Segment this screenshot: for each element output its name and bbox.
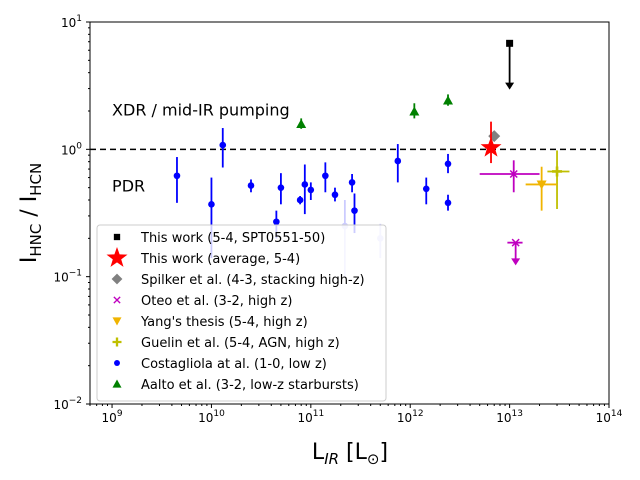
series-5-point-1-limit-arrowhead (511, 258, 521, 266)
legend-marker-0 (113, 233, 121, 241)
series-0-point-2 (443, 95, 454, 105)
series-1-point-3 (247, 182, 255, 189)
series-0-point-1 (409, 106, 420, 116)
series-4 (525, 166, 558, 211)
legend-label-7: Aalto et al. (3-2, low-z starbursts) (141, 378, 359, 393)
series-1 (173, 128, 452, 259)
series-1-point-0 (173, 172, 181, 180)
x-tick-label-0: 109 (102, 409, 123, 425)
legend-marker-4 (112, 317, 122, 326)
legend-label-1: This work (average, 5-4) (140, 252, 300, 267)
series-1-point-15 (444, 160, 452, 168)
x-label-main: L (312, 440, 325, 465)
legend-marker-3 (113, 296, 121, 304)
series-1-point-13 (394, 157, 402, 165)
legend-label-5: Guelin et al. (5-4, AGN, high z) (141, 336, 340, 351)
series-4-point-0 (536, 180, 547, 190)
series-8-point-0-limit-arrowhead (505, 82, 515, 90)
series-8-point-0 (506, 39, 514, 47)
legend: This work (5-4, SPT0551-50) This work (av… (96, 224, 387, 402)
y-tick-label-2: 100 (61, 141, 82, 157)
series-5-point-1 (511, 238, 520, 247)
series-5 (479, 160, 540, 266)
series-7 (480, 121, 502, 164)
legend-marker-5 (112, 337, 122, 347)
y-tick-label-0: 10−2 (53, 396, 82, 412)
y-tick-label-3: 101 (61, 14, 82, 30)
series-1-point-6 (296, 196, 304, 204)
legend-label-0: This work (5-4, SPT0551-50) (140, 231, 325, 246)
series-1-point-5 (277, 184, 285, 191)
y-axis-label: IHNC / IHCN (17, 163, 45, 263)
legend-marker-6 (114, 360, 120, 366)
x-tick-label-3: 1012 (397, 409, 424, 425)
legend-marker-1 (106, 247, 128, 267)
x-label-unit-sub: ⊙ (367, 450, 380, 468)
annotations-layer: XDR / mid-IR pumping PDR (112, 101, 290, 196)
x-tick-label-5: 1014 (596, 409, 623, 425)
series-1-point-10 (331, 191, 339, 199)
series-1-point-1 (208, 201, 215, 208)
x-label-unit-open: [L (339, 440, 368, 465)
series-1-point-9 (322, 172, 329, 180)
series-3-point-0 (552, 166, 563, 177)
series-1-point-12 (351, 207, 358, 214)
legend-label-3: Oteo et al. (3-2, high z) (141, 294, 292, 309)
legend-label-6: Costagliola at al. (1-0, low z) (141, 357, 327, 372)
legend-label-4: Yang's thesis (5-4, high z) (140, 315, 308, 330)
legend-label-2: Spilker et al. (4-3, stacking high-z) (141, 273, 365, 288)
y-label-sub-1: HNC (27, 224, 45, 257)
axis-ticks-layer: 109 1010 1011 1012 1013 1014 10−2 10−1 100 101 (53, 14, 622, 425)
plot-frame (89, 21, 610, 405)
series-1-point-2 (219, 141, 227, 149)
series-5-point-0 (509, 169, 518, 179)
series-1-point-16 (444, 199, 452, 207)
x-label-unit-close: ] (379, 440, 388, 465)
x-tick-label-2: 1011 (297, 409, 324, 425)
x-axis-label: LIR [L⊙] (312, 440, 388, 468)
legend-marker-7 (112, 379, 122, 388)
series-1-point-14 (422, 185, 430, 193)
series-3 (547, 150, 570, 209)
series-8 (505, 39, 515, 90)
data-layer (173, 39, 570, 277)
series-0 (296, 94, 454, 129)
y-tick-label-1: 10−1 (53, 269, 82, 285)
y-label-main-1: I (17, 257, 42, 264)
legend-box (96, 224, 387, 402)
y-label-sub-2: HCN (27, 163, 45, 196)
x-label-sub: IR (324, 450, 339, 468)
series-0-point-0 (296, 119, 307, 129)
legend-marker-2 (111, 273, 123, 285)
x-tick-label-4: 1013 (496, 409, 523, 425)
x-tick-label-1: 1010 (198, 409, 225, 425)
series-1-point-4 (273, 218, 280, 226)
series-1-point-11 (348, 179, 356, 186)
annotation-1: PDR (112, 176, 145, 195)
series-7-point-0 (480, 136, 502, 157)
annotation-0: XDR / mid-IR pumping (112, 101, 290, 120)
y-label-sep: / I (17, 196, 42, 224)
series-1-point-8 (307, 186, 315, 194)
series-1-point-7 (301, 181, 309, 188)
